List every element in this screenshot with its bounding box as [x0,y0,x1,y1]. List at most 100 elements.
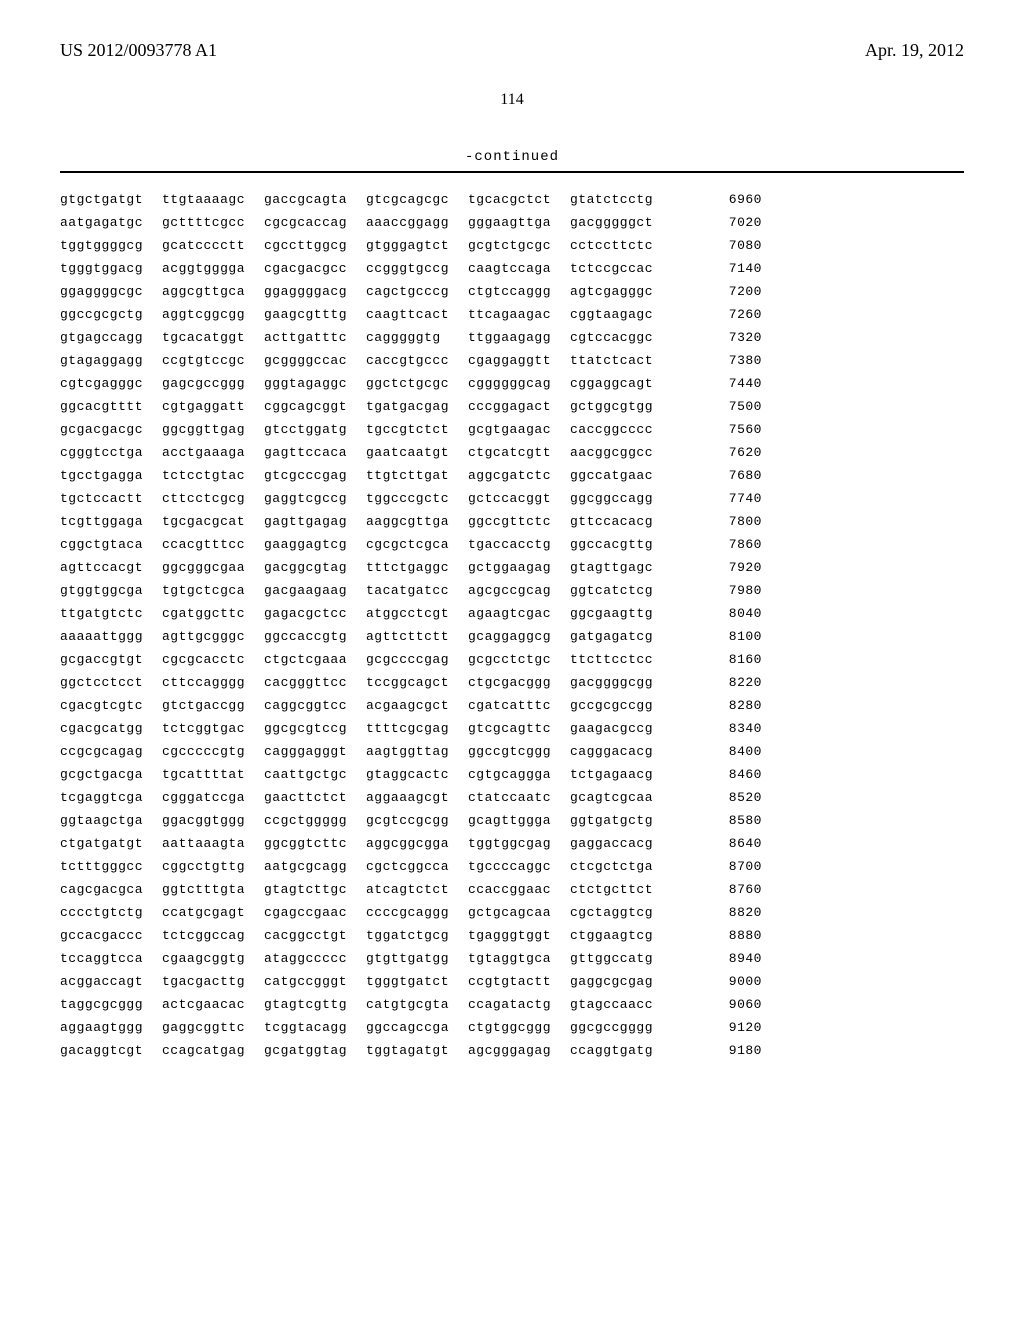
sequence-block: gacggcgtag [264,561,356,574]
sequence-block: ggccatgaac [570,469,662,482]
sequence-block: gtgagccagg [60,331,152,344]
sequence-block: acgaagcgct [366,699,458,712]
sequence-block: gagcgccggg [162,377,254,390]
sequence-block: caagtccaga [468,262,560,275]
sequence-block: ctggaagtcg [570,929,662,942]
sequence-block: cctccttctc [570,239,662,252]
sequence-blocks: ggctcctcctcttccaggggcacgggttcctccggcagct… [60,676,662,689]
sequence-blocks: gtgagccaggtgcacatggtacttgatttccagggggtgt… [60,331,662,344]
sequence-row: cgggtcctgaacctgaaagagagttccacagaatcaatgt… [60,446,964,459]
sequence-block: cacgggttcc [264,676,356,689]
sequence-row: gtgagccaggtgcacatggtacttgatttccagggggtgt… [60,331,964,344]
sequence-position: 9120 [712,1021,762,1034]
sequence-position: 8820 [712,906,762,919]
sequence-block: gaccgcagta [264,193,356,206]
sequence-block: tcgaggtcga [60,791,152,804]
sequence-block: gcgctgacga [60,768,152,781]
sequence-position: 7860 [712,538,762,551]
sequence-block: tctttgggcc [60,860,152,873]
sequence-block: caagttcact [366,308,458,321]
sequence-block: gacgggggct [570,216,662,229]
sequence-block: ccagatactg [468,998,560,1011]
sequence-blocks: tgggtggacgacggtggggacgacgacgccccgggtgccg… [60,262,662,275]
sequence-block: tgtaggtgca [468,952,560,965]
sequence-position: 6960 [712,193,762,206]
continued-label: -continued [60,149,964,165]
sequence-block: ctgctcgaaa [264,653,356,666]
sequence-block: gaggcgcgag [570,975,662,988]
sequence-block: cggcctgttg [162,860,254,873]
sequence-block: cgcccccgtg [162,745,254,758]
sequence-row: cggctgtacaccacgtttccgaaggagtcgcgcgctcgca… [60,538,964,551]
sequence-block: ctgtggcggg [468,1021,560,1034]
sequence-position: 7200 [712,285,762,298]
sequence-row: tcgaggtcgacgggatccgagaacttctctaggaaagcgt… [60,791,964,804]
sequence-block: gaagcgtttg [264,308,356,321]
sequence-position: 7680 [712,469,762,482]
sequence-block: caccgtgccc [366,354,458,367]
sequence-block: agcgggagag [468,1044,560,1057]
sequence-block: cacggcctgt [264,929,356,942]
sequence-block: aggtcggcgg [162,308,254,321]
sequence-block: tgcacgctct [468,193,560,206]
sequence-block: tgatgacgag [366,400,458,413]
sequence-position: 8640 [712,837,762,850]
sequence-block: cggaggcagt [570,377,662,390]
sequence-block: gtaggcactc [366,768,458,781]
sequence-block: ggctcctcct [60,676,152,689]
sequence-row: ggaggggcgcaggcgttgcaggaggggacgcagctgcccg… [60,285,964,298]
sequence-block: cggtaagagc [570,308,662,321]
sequence-block: ggtgatgctg [570,814,662,827]
sequence-block: cccctgtctg [60,906,152,919]
sequence-block: ccatgcgagt [162,906,254,919]
sequence-blocks: gcgaccgtgtcgcgcacctcctgctcgaaagcgccccgag… [60,653,662,666]
sequence-blocks: cggctgtacaccacgtttccgaaggagtcgcgcgctcgca… [60,538,662,551]
sequence-block: cgaggaggtt [468,354,560,367]
sequence-block: gcagtcgcaa [570,791,662,804]
sequence-position: 8100 [712,630,762,643]
sequence-block: ccgcgcagag [60,745,152,758]
page-header: US 2012/0093778 A1 Apr. 19, 2012 [60,40,964,61]
sequence-block: gagttgagag [264,515,356,528]
sequence-block: gtagtcttgc [264,883,356,896]
sequence-block: ccagcatgag [162,1044,254,1057]
sequence-block: gacaggtcgt [60,1044,152,1057]
sequence-position: 7500 [712,400,762,413]
sequence-row: ggccgcgctgaggtcggcgggaagcgtttgcaagttcact… [60,308,964,321]
sequence-blocks: ggaggggcgcaggcgttgcaggaggggacgcagctgcccg… [60,285,662,298]
sequence-block: ccacgtttcc [162,538,254,551]
sequence-block: ggccgtcggg [468,745,560,758]
sequence-row: tgggtggacgacggtggggacgacgacgccccgggtgccg… [60,262,964,275]
sequence-block: gttccacacg [570,515,662,528]
sequence-block: gctggcgtgg [570,400,662,413]
sequence-block: gcatcccctt [162,239,254,252]
sequence-block: ctatccaatc [468,791,560,804]
sequence-block: aggcgatctc [468,469,560,482]
sequence-block: cagggagggt [264,745,356,758]
sequence-blocks: ttgatgtctccgatggcttcgagacgctccatggcctcgt… [60,607,662,620]
sequence-block: cgcgcaccag [264,216,356,229]
sequence-block: gagacgctcc [264,607,356,620]
sequence-block: cgagccgaac [264,906,356,919]
sequence-block: tccggcagct [366,676,458,689]
sequence-block: gctgcagcaa [468,906,560,919]
sequence-block: ttttcgcgag [366,722,458,735]
sequence-block: ccaggtgatg [570,1044,662,1057]
sequence-listing: gtgctgatgtttgtaaaagcgaccgcagtagtcgcagcgc… [60,193,964,1057]
sequence-position: 8760 [712,883,762,896]
sequence-block: cagctgcccg [366,285,458,298]
sequence-position: 7260 [712,308,762,321]
sequence-blocks: tcgttggagatgcgacgcatgagttgagagaaggcgttga… [60,515,662,528]
sequence-blocks: cgtcgagggcgagcgccggggggtagaggcggctctgcgc… [60,377,662,390]
sequence-position: 8280 [712,699,762,712]
sequence-block: ggcacgtttt [60,400,152,413]
sequence-block: tcggtacagg [264,1021,356,1034]
sequence-block: cgacgacgcc [264,262,356,275]
sequence-block: ggccgttctc [468,515,560,528]
sequence-block: ttatctcact [570,354,662,367]
sequence-block: gtcgcagttc [468,722,560,735]
sequence-block: tgagggtggt [468,929,560,942]
sequence-position: 7560 [712,423,762,436]
sequence-block: cgggtcctga [60,446,152,459]
sequence-block: tctcggtgac [162,722,254,735]
